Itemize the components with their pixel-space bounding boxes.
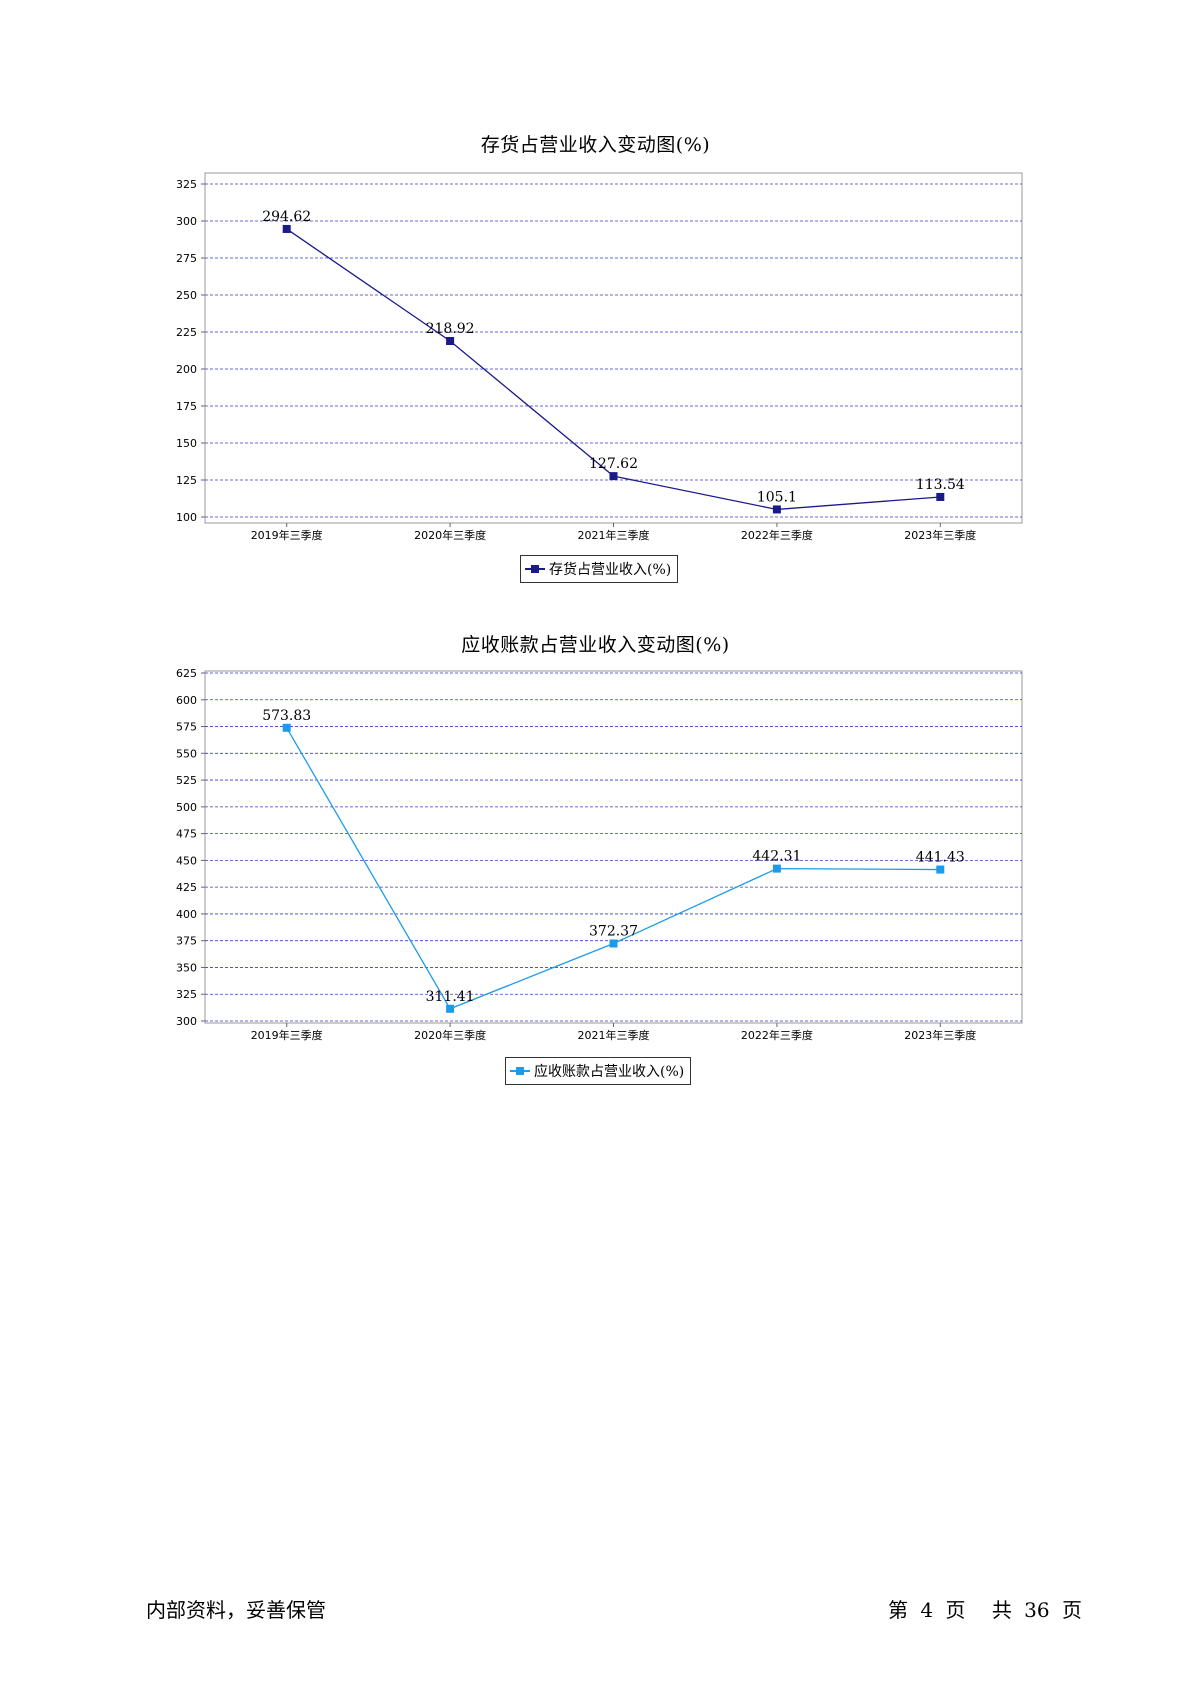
chart-title: 应收账款占营业收入变动图(%) (461, 634, 730, 656)
y-tick-label: 150 (176, 437, 197, 450)
x-tick-label: 2023年三季度 (904, 1028, 976, 1042)
data-point (282, 723, 291, 732)
data-label: 127.62 (589, 456, 638, 472)
y-tick-label: 600 (176, 694, 197, 707)
y-tick-label: 575 (176, 721, 197, 734)
y-tick-label: 425 (176, 881, 197, 894)
data-point (936, 492, 945, 501)
data-label: 311.41 (426, 989, 475, 1005)
y-tick-label: 225 (176, 326, 197, 339)
total-unit: 页 (1061, 1598, 1082, 1622)
data-point (772, 864, 781, 873)
chart-legend: 应收账款占营业收入(%) (505, 1057, 692, 1085)
y-tick-label: 325 (176, 178, 197, 191)
legend-label: 存货占营业收入(%) (549, 562, 672, 578)
x-tick-label: 2019年三季度 (251, 528, 323, 542)
x-tick-label: 2020年三季度 (414, 528, 486, 542)
receivables-chart: 应收账款占营业收入变动图(%) 300 325 350 375 400 425 450 475… (0, 630, 1191, 1100)
receivables-plot: 300 325 350 375 400 425 450 475 500 525 550 575 600 6… (176, 667, 1023, 1042)
y-tick-label: 325 (176, 988, 197, 1001)
x-tick-label: 2023年三季度 (904, 528, 976, 542)
data-label: 294.62 (262, 209, 311, 225)
chart-legend: 存货占营业收入(%) (520, 555, 679, 583)
y-tick-label: 525 (176, 774, 197, 787)
total-num: 36 (1024, 1598, 1050, 1622)
y-tick-label: 175 (176, 400, 197, 413)
y-tick-label: 300 (176, 1015, 197, 1028)
data-point (772, 505, 781, 514)
footer-confidential: 内部资料，妥善保管 (146, 1598, 326, 1622)
page-num: 4 (920, 1598, 934, 1622)
data-label: 113.54 (916, 477, 965, 493)
x-tick-label: 2021年三季度 (578, 1028, 650, 1042)
y-tick-label: 100 (176, 511, 197, 524)
data-point (446, 336, 455, 345)
data-label: 372.37 (589, 924, 638, 940)
data-label: 442.31 (752, 849, 801, 865)
y-tick-label: 450 (176, 854, 197, 867)
chart-title: 存货占营业收入变动图(%) (480, 134, 711, 156)
data-label: 105.1 (757, 489, 797, 505)
data-point (936, 865, 945, 874)
x-tick-label: 2022年三季度 (741, 1028, 813, 1042)
y-tick-label: 400 (176, 908, 197, 921)
data-label: 573.83 (262, 708, 311, 724)
y-tick-label: 625 (176, 667, 197, 680)
y-tick-label: 550 (176, 747, 197, 760)
x-tick-label: 2022年三季度 (741, 528, 813, 542)
x-tick-label: 2019年三季度 (251, 1028, 323, 1042)
legend-marker-icon (525, 564, 545, 574)
data-point (609, 939, 618, 948)
y-tick-label: 300 (176, 215, 197, 228)
x-tick-label: 2021年三季度 (578, 528, 650, 542)
legend-label: 应收账款占营业收入(%) (534, 1064, 685, 1080)
y-tick-label: 375 (176, 935, 197, 948)
y-tick-label: 500 (176, 801, 197, 814)
data-point (282, 224, 291, 233)
plot-area (204, 172, 1023, 524)
y-tick-label: 275 (176, 252, 197, 265)
y-tick-label: 250 (176, 289, 197, 302)
page-unit: 页 (945, 1598, 966, 1622)
y-tick-label: 125 (176, 474, 197, 487)
data-label: 218.92 (426, 321, 475, 337)
inventory-plot: 100 125 150 175 200 225 250 275 300 325 2019年三季度 20… (176, 172, 1023, 542)
data-point (609, 472, 618, 481)
inventory-chart: 存货占营业收入变动图(%) 100 125 150 175 200 225 250 275 30… (0, 130, 1191, 590)
data-point (446, 1004, 455, 1013)
legend-marker-icon (510, 1066, 530, 1076)
y-tick-label: 200 (176, 363, 197, 376)
page-word: 第 (888, 1598, 908, 1622)
total-word: 共 (991, 1598, 1012, 1622)
y-tick-label: 475 (176, 828, 197, 841)
footer-page-number: 第 4 页 共 36 页 (888, 1594, 1088, 1623)
plot-area (204, 670, 1023, 1024)
x-tick-label: 2020年三季度 (414, 1028, 486, 1042)
y-tick-label: 350 (176, 961, 197, 974)
data-label: 441.43 (916, 850, 965, 866)
